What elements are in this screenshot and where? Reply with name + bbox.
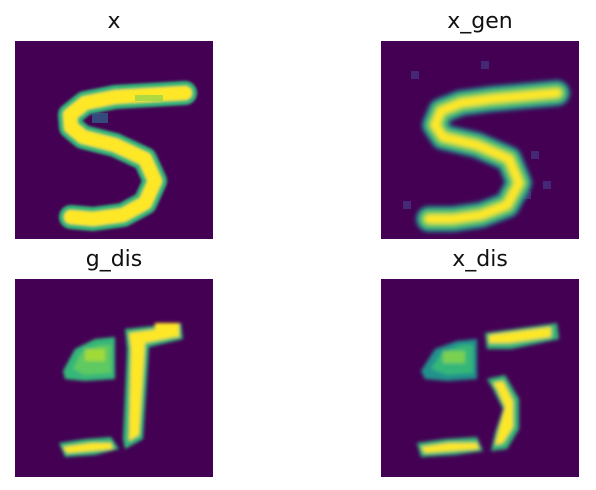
image-g-dis: [15, 279, 213, 477]
image-x-gen: [381, 41, 579, 239]
panel-x-dis: x_dis: [381, 247, 579, 477]
panel-title-x-gen: x_gen: [447, 9, 513, 34]
panel-x: x: [15, 9, 213, 239]
image-x: [15, 41, 213, 239]
panel-x-gen: x_gen: [381, 9, 579, 239]
panel-title-g-dis: g_dis: [85, 247, 143, 272]
panel-title-x: x: [107, 9, 121, 34]
digit-image-x-dis: [417, 323, 559, 457]
digit-image-g-dis: [59, 323, 183, 457]
panel-g-dis: g_dis: [15, 247, 213, 477]
digit-image-x-gen: [403, 61, 570, 232]
image-x-dis: [381, 279, 579, 477]
digit-image-x: [58, 81, 197, 231]
panel-title-x-dis: x_dis: [452, 247, 508, 272]
